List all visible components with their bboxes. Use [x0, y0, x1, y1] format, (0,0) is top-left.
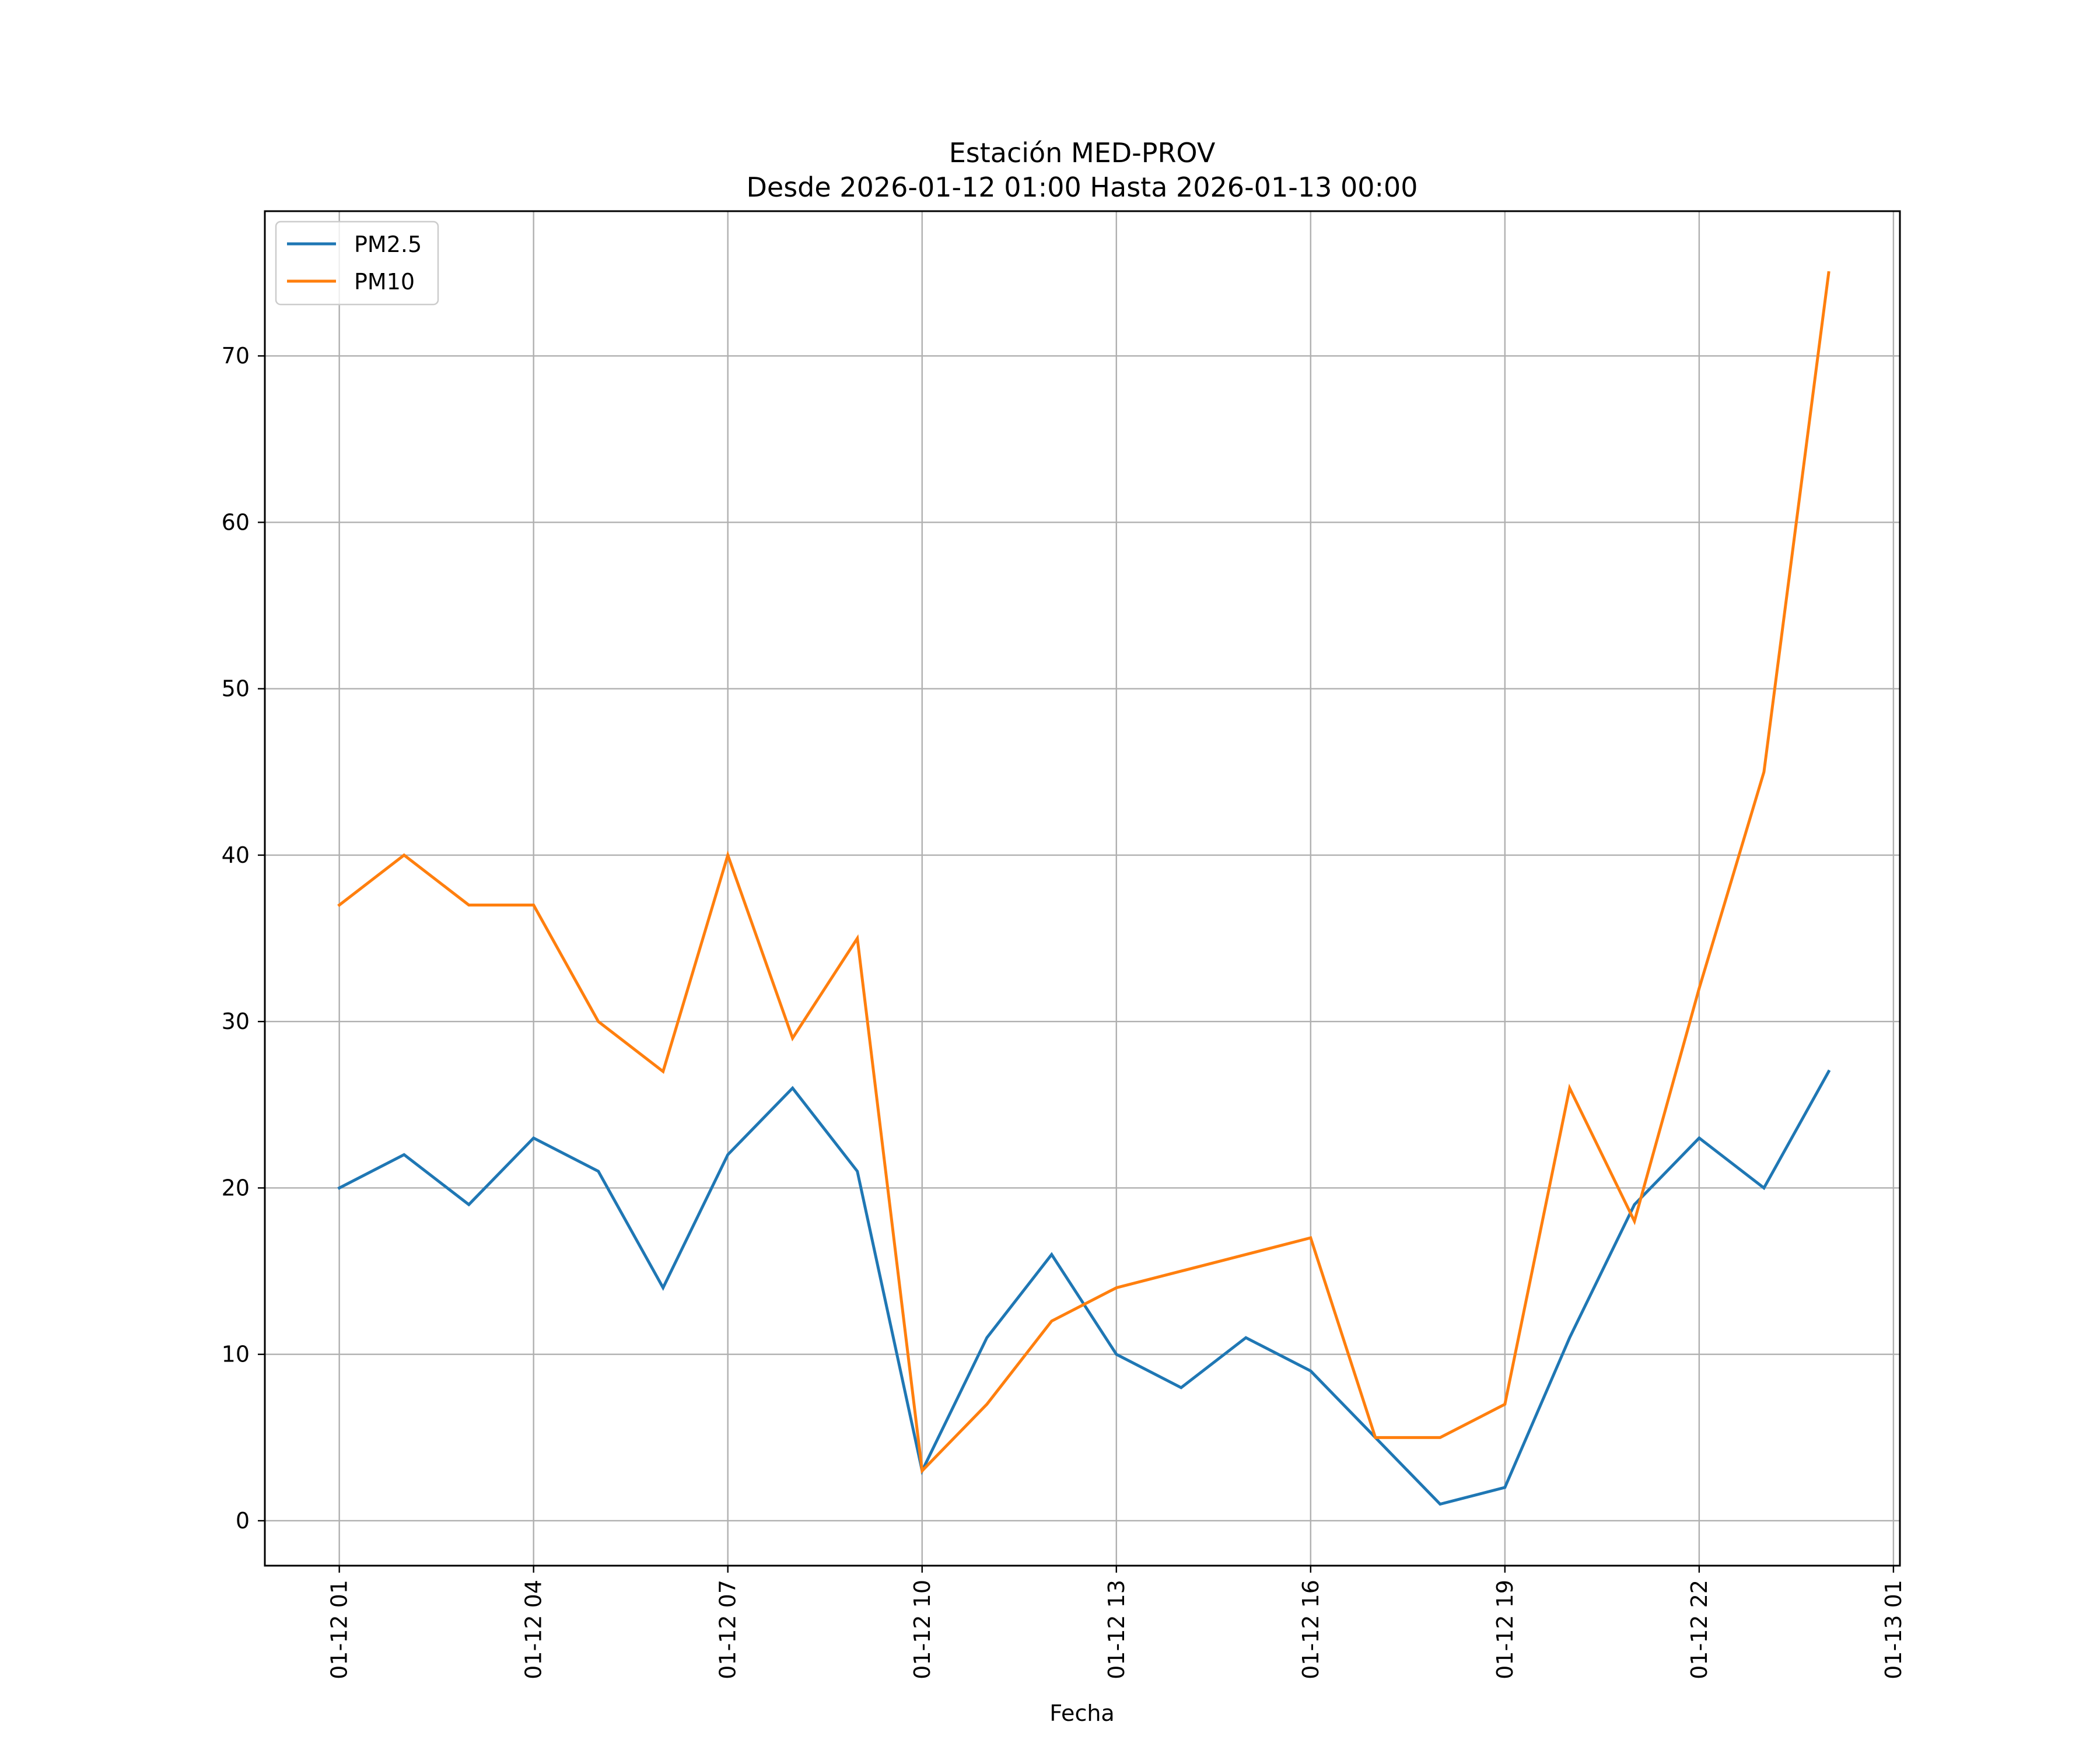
data-point-pm25 — [1567, 1335, 1572, 1340]
data-point-pm10 — [402, 853, 407, 858]
x-axis-ticks: 01-12 01 01-12 04 01-12 07 01-12 10 01-12 13… — [327, 1566, 1906, 1679]
data-point-pm25 — [1632, 1202, 1637, 1207]
data-point-pm10 — [1632, 1219, 1637, 1224]
data-point-pm10 — [1373, 1435, 1378, 1440]
y-tick-label: 0 — [236, 1508, 250, 1534]
y-tick-label: 20 — [222, 1175, 250, 1200]
x-tick-label: 01-12 01 — [327, 1580, 352, 1679]
data-point-pm25 — [1049, 1252, 1054, 1257]
data-point-pm10 — [790, 1036, 795, 1041]
data-point-pm10 — [1179, 1269, 1184, 1273]
data-point-pm10 — [1762, 769, 1766, 774]
data-point-pm10 — [531, 903, 536, 908]
data-point-pm10 — [1438, 1435, 1443, 1440]
x-tick-label: 01-12 19 — [1492, 1580, 1518, 1679]
data-point-pm25 — [1438, 1502, 1443, 1506]
x-tick-label: 01-12 07 — [715, 1580, 741, 1679]
y-axis-ticks: 0 10 20 30 40 50 60 70 — [222, 343, 265, 1534]
data-point-pm10 — [1567, 1086, 1572, 1090]
data-point-pm10 — [855, 936, 860, 941]
data-point-pm25 — [1114, 1352, 1119, 1357]
y-tick-label: 10 — [222, 1342, 250, 1367]
data-point-pm10 — [985, 1402, 989, 1406]
y-tick-label: 40 — [222, 842, 250, 868]
data-point-pm25 — [1762, 1185, 1766, 1190]
data-point-pm10 — [1049, 1319, 1054, 1324]
x-tick-label: 01-12 13 — [1104, 1580, 1129, 1679]
series-layer — [337, 271, 1831, 1506]
data-point-pm25 — [531, 1136, 536, 1140]
plot-frame — [264, 210, 1901, 1567]
x-tick-label: 01-13 01 — [1881, 1580, 1906, 1679]
y-tick-label: 60 — [222, 509, 250, 535]
y-tick-label: 70 — [222, 343, 250, 369]
chart-title: Estación MED-PROV — [949, 137, 1216, 169]
x-tick-label: 01-12 16 — [1298, 1580, 1324, 1679]
legend-label-pm25: PM2.5 — [354, 232, 422, 257]
data-point-pm25 — [726, 1152, 730, 1157]
data-point-pm25 — [1697, 1136, 1702, 1140]
data-point-pm25 — [1179, 1385, 1184, 1390]
x-tick-label: 01-12 04 — [521, 1580, 547, 1679]
y-gridlines — [265, 355, 1900, 1522]
data-point-pm10 — [920, 1468, 925, 1473]
data-point-pm10 — [1114, 1286, 1119, 1290]
y-tick-label: 30 — [222, 1009, 250, 1034]
data-point-pm10 — [467, 903, 471, 908]
data-point-pm25 — [855, 1169, 860, 1174]
data-point-pm25 — [661, 1286, 666, 1290]
data-point-pm10 — [1308, 1236, 1313, 1240]
legend-label-pm10: PM10 — [354, 269, 415, 295]
data-point-pm10 — [1503, 1402, 1507, 1406]
data-point-pm25 — [1244, 1335, 1248, 1340]
x-tick-label: 01-12 10 — [909, 1580, 935, 1679]
legend: PM2.5 PM10 — [275, 220, 439, 306]
data-point-pm10 — [596, 1019, 601, 1024]
chart-subtitle: Desde 2026-01-12 01:00 Hasta 2026-01-13 … — [746, 172, 1418, 203]
data-point-pm25 — [402, 1152, 407, 1157]
data-point-pm25 — [1503, 1485, 1507, 1490]
series-line-pm10 — [337, 271, 1831, 1474]
x-gridlines — [338, 211, 1895, 1566]
data-point-pm25 — [790, 1086, 795, 1090]
data-point-pm25 — [467, 1202, 471, 1207]
data-point-pm10 — [1697, 986, 1702, 991]
data-point-pm10 — [1244, 1252, 1248, 1257]
data-point-pm10 — [661, 1069, 666, 1074]
data-point-pm25 — [985, 1335, 989, 1340]
data-point-pm25 — [596, 1169, 601, 1174]
data-point-pm10 — [726, 853, 730, 858]
data-point-pm25 — [337, 1185, 342, 1190]
data-point-pm25 — [1826, 1069, 1831, 1074]
data-point-pm25 — [1308, 1368, 1313, 1373]
y-tick-label: 50 — [222, 676, 250, 702]
x-tick-label: 01-12 22 — [1686, 1580, 1712, 1679]
x-axis-label: Fecha — [1049, 1700, 1114, 1726]
data-point-pm10 — [337, 903, 342, 908]
data-point-pm10 — [1826, 271, 1831, 275]
